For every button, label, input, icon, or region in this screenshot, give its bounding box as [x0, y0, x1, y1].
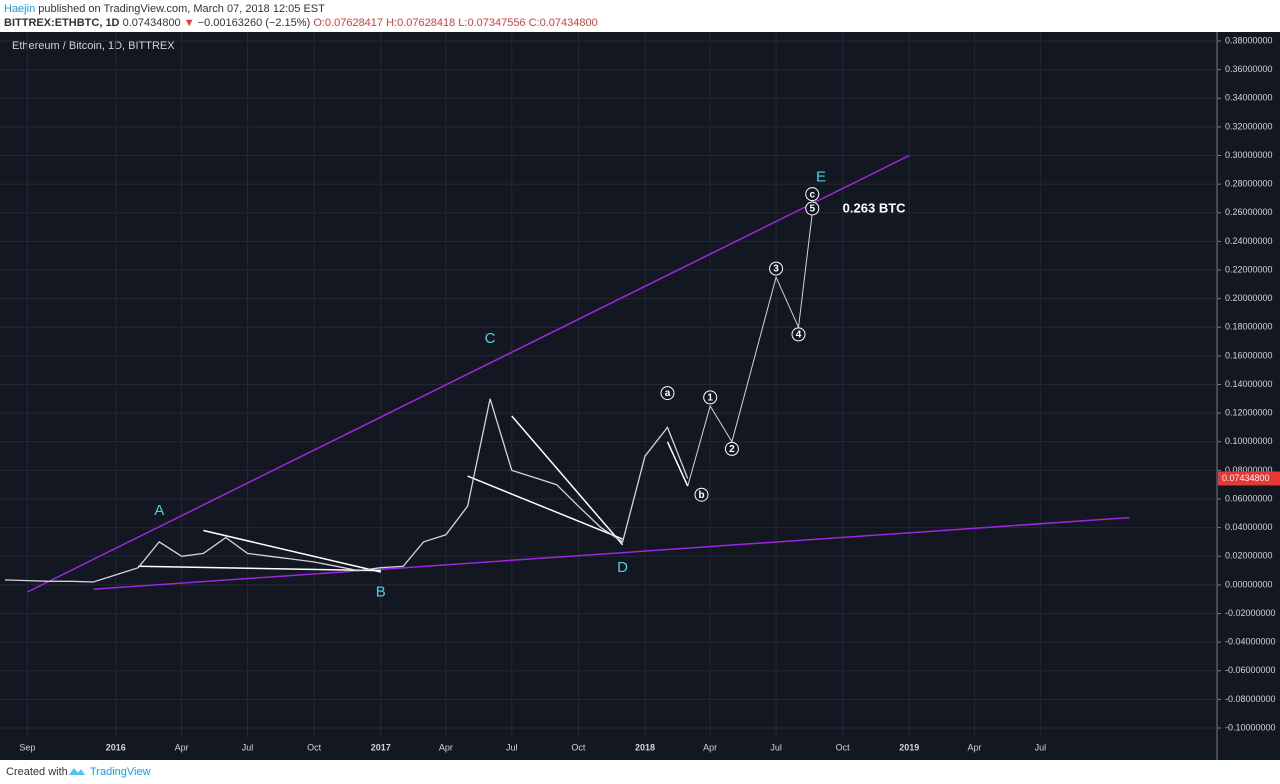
y-tick-label: 0.30000000	[1225, 150, 1273, 160]
wave-label: a	[665, 388, 671, 399]
x-tick-label: Oct	[571, 742, 586, 752]
y-tick-label: 0.14000000	[1225, 379, 1273, 389]
chart: Ethereum / Bitcoin, 1D, BITTREX 0.380000…	[0, 32, 1280, 760]
author[interactable]: Haejin	[4, 3, 36, 15]
y-tick-label: -0.06000000	[1225, 665, 1276, 675]
brand[interactable]: TradingView	[90, 766, 151, 778]
x-tick-label: 2017	[371, 742, 391, 752]
x-tick-label: Jul	[770, 742, 782, 752]
wave-circle	[694, 487, 709, 502]
y-tick-label: 0.00000000	[1225, 579, 1273, 589]
x-tick-label: Jul	[1035, 742, 1047, 752]
x-tick-label: Oct	[307, 742, 322, 752]
wave-label: C	[485, 330, 496, 347]
published: published on TradingView.com, March 07, …	[38, 3, 325, 15]
x-tick-label: Sep	[19, 742, 35, 752]
x-tick-label: 2019	[899, 742, 919, 752]
x-tick-label: Jul	[506, 742, 518, 752]
y-tick-label: 0.34000000	[1225, 93, 1273, 103]
wave-circle	[703, 390, 718, 405]
y-tick-label: 0.26000000	[1225, 207, 1273, 217]
last-price-label: 0.07434800	[1222, 473, 1270, 483]
y-tick-label: 0.16000000	[1225, 350, 1273, 360]
y-tick-label: -0.08000000	[1225, 694, 1276, 704]
trendline	[138, 565, 381, 572]
wave-circle	[805, 201, 820, 216]
y-tick-label: 0.02000000	[1225, 551, 1273, 561]
trendline	[666, 441, 689, 487]
trendline	[93, 516, 1130, 590]
wave-label: b	[698, 490, 704, 501]
change: −0.00163260 (−2.15%)	[197, 17, 311, 29]
x-tick-label: Apr	[703, 742, 717, 752]
x-tick-label: Apr	[175, 742, 189, 752]
wave-circle	[805, 187, 820, 202]
wave-label: c	[809, 189, 815, 200]
y-tick-label: 0.36000000	[1225, 64, 1273, 74]
wave-label: 2	[729, 444, 735, 455]
price: 0.07434800	[122, 17, 181, 29]
y-tick-label: 0.24000000	[1225, 236, 1273, 246]
trendline	[511, 415, 624, 546]
y-tick-label: 0.22000000	[1225, 264, 1273, 274]
y-tick-label: 0.32000000	[1225, 121, 1273, 131]
wave-label: 4	[796, 330, 802, 341]
y-tick-label: -0.10000000	[1225, 722, 1276, 732]
y-tick-label: -0.02000000	[1225, 608, 1276, 618]
x-tick-label: Jul	[242, 742, 254, 752]
wave-label: B	[376, 584, 386, 601]
last-price-box	[1218, 471, 1280, 486]
y-tick-label: 0.28000000	[1225, 179, 1273, 189]
background	[0, 32, 1280, 760]
footer: Created with TradingView	[0, 760, 1280, 784]
symbol: BITTREX:ETHBTC, 1D	[4, 17, 120, 29]
x-tick-label: Oct	[836, 742, 851, 752]
wave-label: 1	[707, 393, 713, 404]
y-tick-label: 0.06000000	[1225, 493, 1273, 503]
y-tick-label: 0.10000000	[1225, 436, 1273, 446]
x-tick-label: Apr	[439, 742, 453, 752]
y-tick-label: 0.08000000	[1225, 465, 1273, 475]
y-tick-label: 0.38000000	[1225, 35, 1273, 45]
logo	[69, 768, 85, 775]
wave-label: 3	[773, 264, 779, 275]
projection	[687, 212, 813, 487]
wave-label: A	[154, 502, 164, 519]
trendline	[467, 475, 623, 540]
x-tick-label: 2018	[635, 742, 655, 752]
x-tick-label: Apr	[967, 742, 981, 752]
y-tick-label: 0.04000000	[1225, 522, 1273, 532]
ohlc: O:0.07628417 H:0.07628418 L:0.07347556 C…	[313, 17, 598, 29]
y-tick-label: -0.04000000	[1225, 637, 1276, 647]
y-tick-label: 0.18000000	[1225, 322, 1273, 332]
header: Haejin published on TradingView.com, Mar…	[0, 0, 1280, 32]
wave-circle	[660, 386, 675, 401]
y-tick-label: 0.20000000	[1225, 293, 1273, 303]
trendline	[203, 529, 381, 573]
arrow: ▼	[183, 17, 195, 29]
wave-circle	[769, 261, 784, 276]
chart-title: Ethereum / Bitcoin, 1D, BITTREX	[12, 40, 175, 52]
x-tick-label: 2016	[106, 742, 126, 752]
trendline	[27, 154, 910, 593]
wave-circle	[791, 327, 806, 342]
wave-label: 5	[809, 204, 815, 215]
wave-label: D	[617, 559, 628, 576]
y-tick-label: 0.12000000	[1225, 408, 1273, 418]
price-line	[4, 398, 689, 583]
created: Created with	[6, 766, 68, 778]
wave-label: E	[816, 168, 826, 185]
wave-label: 0.263 BTC	[843, 200, 906, 215]
wave-circle	[724, 441, 739, 456]
